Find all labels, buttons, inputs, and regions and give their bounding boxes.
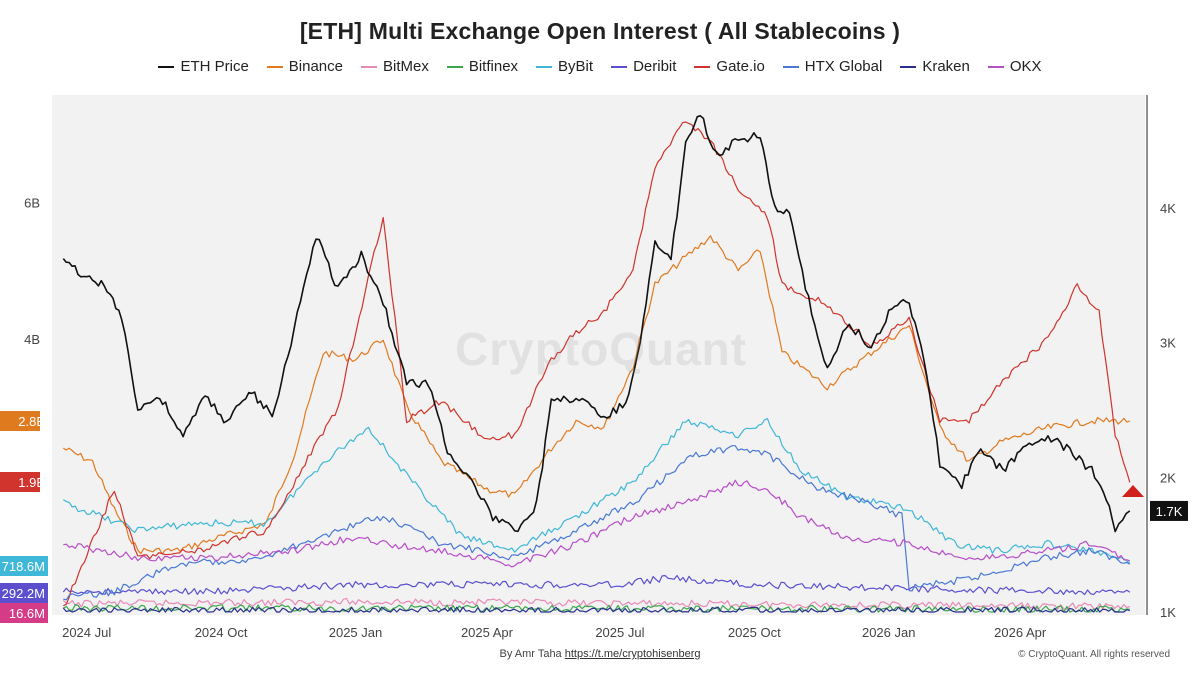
badge-text: 2.8B [18,414,45,429]
legend-label: Gate.io [716,58,765,75]
legend-label: ETH Price [180,58,249,75]
series-line-deribit [62,574,1131,596]
legend-item-eth-price[interactable]: ETH Price [158,58,249,75]
watermark-logo: CryptoQuant [455,323,748,375]
value-badge-16-6m: 16.6M [0,603,48,623]
value-badge-1-7k: 1.7K [1150,500,1188,521]
legend-label: Deribit [633,58,677,75]
badge-text: 718.6M [2,559,45,574]
legend-item-gate-io[interactable]: Gate.io [694,58,765,75]
legend-item-bitmex[interactable]: BitMex [361,58,429,75]
legend-label: OKX [1009,58,1042,75]
y-right-tick-label: 4K [1160,201,1176,216]
badge-text: 292.2M [2,586,45,601]
legend-swatch [266,65,283,68]
badge-layer: 2.8B 1.9B 718.6M 292.2M 16.6M 1.7K [0,411,1188,623]
series-line-bybit [62,418,1131,564]
legend-swatch [158,65,175,68]
credit-text: By Amr Taha [499,648,562,660]
legend-label: ByBit [558,58,594,75]
series-line-kraken [62,606,1130,613]
legend-swatch [987,65,1004,68]
legend-item-bybit[interactable]: ByBit [536,58,593,75]
legend-item-htx-global[interactable]: HTX Global [782,58,883,75]
legend-label: BitMex [383,58,429,75]
legend-swatch [611,65,628,68]
plot-background [52,95,1145,615]
copyright-text: © CryptoQuant. All rights reserved [1018,649,1170,660]
badge-background [0,556,48,576]
series-line-bitfinex [63,604,1130,613]
value-badge-1-9b: 1.9B [0,472,45,492]
series-layer [62,115,1131,613]
badge-text: 1.9B [18,475,45,490]
legend-swatch [782,65,799,68]
legend-label: Kraken [922,58,970,75]
x-tick-label: 2026 Apr [994,625,1047,640]
legend-item-deribit[interactable]: Deribit [611,58,676,75]
legend-swatch [536,65,553,68]
badge-text: 16.6M [9,606,45,621]
series-line-okx [63,479,1130,568]
x-tick-label: 2025 Jul [595,625,644,640]
value-badge-718-6m: 718.6M [0,556,48,576]
series-line-eth-price [62,115,1131,533]
badge-background [0,411,40,431]
legend-item-kraken[interactable]: Kraken [900,58,970,75]
axis-layer: 2024 Jul 2024 Oct 2025 Jan 2025 Apr 2025 Jul… [24,195,1176,640]
credit-link[interactable]: https://t.me/cryptohisenberg [564,648,701,660]
y-right-tick-label: 1K [1160,605,1176,620]
x-tick-label: 2025 Jan [329,625,383,640]
x-tick-label: 2024 Jul [62,625,111,640]
chart-title: [ETH] Multi Exchange Open Interest ( All… [299,18,901,44]
x-tick-label: 2025 Oct [728,625,781,640]
y-left-tick-label: 4B [24,332,40,347]
series-line-binance [62,235,1131,555]
legend-label: Bitfinex [468,58,519,75]
legend-swatch [446,65,463,68]
legend-item-bitfinex[interactable]: Bitfinex [446,58,519,75]
y-left-tick-label: 6B [24,195,40,210]
legend-item-binance[interactable]: Binance [266,58,343,75]
badge-background [0,472,40,492]
value-badge-292-2m: 292.2M [0,583,48,603]
legend-swatch [694,65,711,68]
legend-label: HTX Global [804,58,883,75]
x-tick-label: 2026 Jan [862,625,916,640]
series-line-bitmex [62,597,1130,610]
badge-background [0,583,48,603]
legend-item-okx[interactable]: OKX [987,58,1042,75]
legend-swatch [361,65,377,68]
value-badge-2-8b: 2.8B [0,411,45,431]
series-line-gate-io [63,121,1131,607]
x-tick-label: 2025 Apr [461,625,514,640]
badge-text: 1.7K [1156,504,1183,519]
alert-triangle-icon [1122,485,1144,497]
series-line-htx-global [63,445,1131,601]
x-tick-label: 2024 Oct [195,625,248,640]
y-right-tick-label: 2K [1160,470,1176,485]
y-right-tick-label: 3K [1160,336,1176,351]
badge-background [1150,500,1188,521]
legend-label: Binance [288,58,343,75]
footer-credit: By Amr Taha https://t.me/cryptohisenberg [0,648,1200,660]
badge-background [0,603,48,623]
chart-legend: ETH Price Binance BitMex Bitfinex ByBit Derib… [0,58,1200,75]
legend-swatch [900,65,917,68]
